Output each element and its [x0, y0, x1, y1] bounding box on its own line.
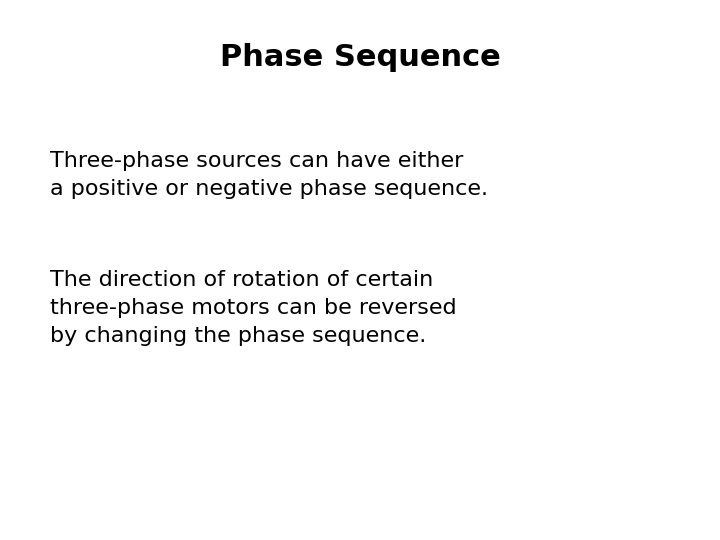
Text: Three-phase sources can have either
a positive or negative phase sequence.: Three-phase sources can have either a po…	[50, 151, 488, 199]
Text: Phase Sequence: Phase Sequence	[220, 43, 500, 72]
Text: The direction of rotation of certain
three-phase motors can be reversed
by chang: The direction of rotation of certain thr…	[50, 270, 457, 346]
